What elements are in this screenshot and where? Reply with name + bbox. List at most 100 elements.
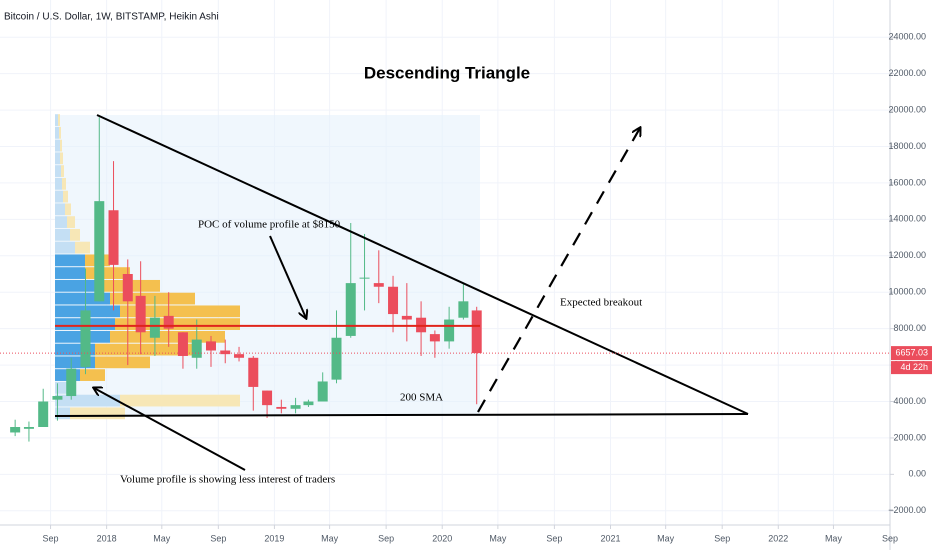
volume-down [65, 203, 71, 216]
volume-up [55, 343, 95, 356]
breakout-note: Expected breakout [560, 297, 642, 309]
volume-up [55, 165, 61, 177]
volume-down [60, 139, 62, 152]
candle-body [317, 381, 328, 402]
upper-trendline [96, 114, 749, 415]
x-tick-label: May [153, 533, 171, 543]
volume-down [85, 267, 130, 279]
y-tick-label: 14000.00 [888, 214, 926, 224]
volume-up [55, 177, 62, 190]
symbol-header: Bitcoin / U.S. Dollar, 1W, BITSTAMP, Hei… [4, 12, 219, 23]
candle-body [276, 406, 287, 409]
candle-body [163, 315, 174, 329]
y-tick-label: 10000.00 [888, 287, 926, 297]
candle-body [471, 310, 482, 354]
x-tick-label: May [657, 533, 675, 543]
candle-body [23, 427, 34, 429]
y-tick-label: 2000.00 [893, 432, 926, 442]
candle-body [262, 390, 273, 406]
candle-body [388, 286, 399, 315]
candle-body [135, 295, 146, 333]
x-tick-label: Sep [210, 533, 226, 543]
volume-note: Volume profile is showing less interest … [120, 474, 335, 486]
x-tick-label: May [825, 533, 843, 543]
candle-body [331, 337, 342, 380]
x-tick-label: 2022 [768, 533, 788, 543]
volume-arrow [94, 388, 246, 471]
x-tick-label: Sep [882, 533, 898, 543]
chart-title: Descending Triangle [364, 63, 530, 82]
y-tick-label: 16000.00 [888, 177, 926, 187]
candle-body [458, 301, 469, 318]
volume-up [55, 114, 58, 126]
breakout-arrow [477, 128, 640, 413]
candle-body [38, 401, 49, 427]
volume-up [55, 267, 85, 279]
volume-down [75, 241, 90, 254]
candle-body [345, 283, 356, 336]
volume-up [55, 126, 59, 139]
candle-body [122, 274, 133, 302]
candle-body [66, 368, 77, 397]
candle-body [177, 332, 188, 356]
volume-down [80, 369, 105, 381]
candle-body [359, 277, 370, 279]
volume-down [63, 190, 68, 203]
y-tick-label: 8000.00 [893, 323, 926, 333]
x-tick-label: 2018 [97, 533, 117, 543]
countdown: 4d 22h [900, 362, 928, 372]
y-tick-label: 4000.00 [893, 396, 926, 406]
volume-down [59, 126, 61, 139]
volume-down [95, 356, 150, 369]
volume-up [55, 228, 70, 241]
volume-up [55, 241, 75, 254]
volume-down [67, 216, 75, 228]
x-tick-label: 2020 [432, 533, 452, 543]
volume-down [95, 343, 195, 356]
candle-body [234, 354, 245, 358]
volume-down [60, 152, 63, 165]
volume-down [61, 165, 64, 177]
sma-note: 200 SMA [400, 392, 443, 404]
x-tick-label: Sep [378, 533, 394, 543]
candle-body [191, 339, 202, 358]
y-tick-label: −2000.00 [888, 505, 926, 515]
candle-body [373, 283, 384, 287]
volume-down [115, 318, 240, 330]
candle-body [444, 319, 455, 342]
x-tick-label: 2019 [264, 533, 284, 543]
candle-body [108, 210, 119, 265]
candle-body [149, 317, 160, 338]
y-tick-label: 24000.00 [888, 32, 926, 42]
volume-down [110, 330, 225, 343]
poc-note: POC of volume profile at $8150 [198, 219, 341, 231]
volume-up [55, 381, 75, 394]
x-tick-label: Sep [43, 533, 59, 543]
volume-down [62, 177, 66, 190]
volume-up [55, 292, 110, 305]
volume-down [110, 292, 195, 305]
volume-up [55, 356, 95, 369]
volume-up [55, 394, 120, 407]
y-tick-label: 12000.00 [888, 250, 926, 260]
y-tick-label: 22000.00 [888, 68, 926, 78]
volume-up [55, 254, 85, 267]
poc-arrow [269, 235, 306, 318]
x-tick-label: Sep [714, 533, 730, 543]
y-tick-label: 20000.00 [888, 104, 926, 114]
volume-down [120, 394, 240, 407]
volume-up [55, 139, 60, 152]
countdown-box [891, 361, 932, 375]
candle-body [220, 350, 231, 355]
candle-body [401, 315, 412, 320]
volume-down [70, 228, 80, 241]
x-tick-label: 2021 [600, 533, 620, 543]
candle-body [290, 405, 301, 409]
volume-down [58, 114, 60, 126]
x-tick-label: May [489, 533, 507, 543]
candles [10, 117, 482, 442]
candle-body [303, 401, 314, 406]
volume-down [120, 305, 240, 318]
volume-up [55, 279, 100, 292]
